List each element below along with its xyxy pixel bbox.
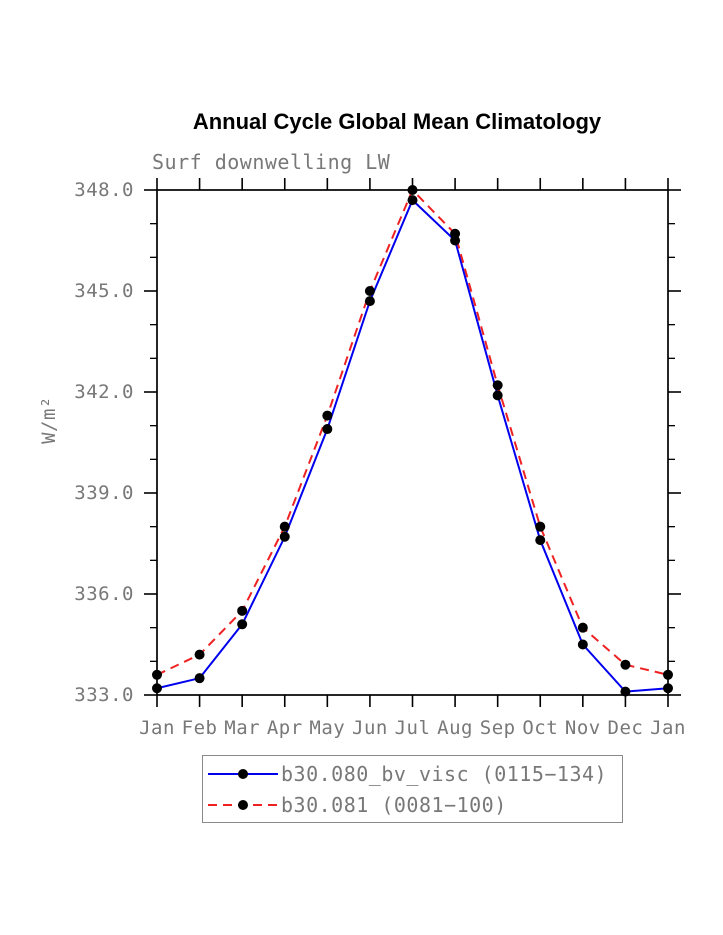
data-point-marker	[152, 683, 162, 694]
x-tick-label: Jan	[139, 717, 175, 739]
data-point-marker	[237, 619, 248, 630]
legend-marker	[238, 799, 248, 810]
y-tick-label: 336.0	[74, 583, 134, 605]
data-point-marker	[407, 185, 418, 195]
x-tick-label: Mar	[224, 717, 260, 739]
data-point-marker	[663, 669, 673, 680]
series-line-1	[156, 188, 669, 676]
data-point-marker	[194, 649, 205, 660]
x-tick-label: Oct	[522, 717, 558, 739]
series-line-0	[156, 198, 669, 693]
data-point-marker	[279, 531, 290, 542]
x-tick-label: Jun	[352, 717, 388, 739]
x-tick-label: Apr	[267, 717, 303, 739]
x-tick-label: May	[309, 717, 345, 739]
data-point-marker	[364, 296, 375, 307]
chart-title: Annual Cycle Global Mean Climatology	[192, 109, 602, 134]
x-tick-label: Jul	[395, 717, 431, 739]
data-point-marker	[364, 286, 375, 296]
y-tick-label: 345.0	[74, 280, 134, 302]
x-tick-label: Nov	[565, 717, 601, 739]
legend-box: b30.080_bv_visc (0115−134) b30.081 (0081…	[202, 755, 623, 823]
x-tick-label: Sep	[480, 717, 516, 739]
legend-line-sample-0	[208, 768, 278, 779]
legend-marker	[238, 768, 248, 779]
data-point-marker	[152, 669, 162, 680]
data-point-marker	[450, 228, 461, 239]
legend-label: b30.081 (0081−100)	[281, 792, 507, 817]
data-point-marker	[620, 686, 631, 697]
y-tick-label: 342.0	[74, 381, 134, 403]
y-tick-label: 348.0	[74, 179, 134, 201]
legend-entry: b30.081 (0081−100)	[208, 789, 622, 820]
y-tick-label: 333.0	[74, 684, 134, 706]
data-point-marker	[492, 380, 503, 391]
data-point-marker	[237, 605, 248, 616]
data-point-marker	[620, 659, 631, 670]
chart-subtitle: Surf downwelling LW	[152, 150, 391, 174]
legend-line-sample-1	[208, 799, 278, 810]
data-point-marker	[322, 424, 333, 435]
legend-label: b30.080_bv_visc (0115−134)	[281, 761, 608, 786]
data-point-marker	[194, 673, 205, 684]
x-tick-label: Aug	[437, 717, 473, 739]
data-point-marker	[492, 390, 503, 401]
data-point-marker	[322, 410, 333, 421]
x-tick-label: Dec	[608, 717, 644, 739]
data-point-marker	[577, 622, 588, 633]
data-point-marker	[535, 521, 546, 532]
data-point-marker	[535, 535, 546, 546]
data-point-marker	[577, 639, 588, 650]
data-point-marker	[663, 683, 673, 694]
data-point-marker	[407, 195, 418, 206]
legend-entry: b30.080_bv_visc (0115−134)	[208, 758, 622, 789]
x-tick-label: Feb	[182, 717, 218, 739]
x-tick-label: Jan	[650, 717, 686, 739]
data-point-marker	[279, 521, 290, 532]
y-tick-label: 339.0	[74, 482, 134, 504]
